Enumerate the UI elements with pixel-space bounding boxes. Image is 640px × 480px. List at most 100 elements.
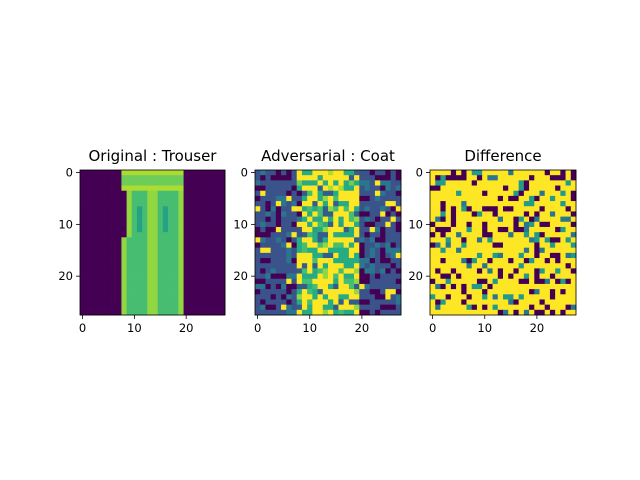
heatmap-cell — [168, 278, 174, 285]
heatmap-cell — [364, 190, 371, 197]
heatmap-cell — [492, 211, 499, 217]
heatmap-cell — [219, 247, 226, 254]
heatmap-cell — [260, 180, 266, 186]
heatmap-cell — [534, 180, 540, 186]
heatmap-cell — [291, 180, 298, 186]
heatmap-cell — [281, 170, 287, 176]
heatmap-cell — [199, 201, 205, 207]
heatmap-cell — [301, 294, 308, 300]
heatmap-cell — [85, 268, 91, 274]
heatmap-cell — [513, 258, 519, 264]
heatmap-cell — [301, 232, 308, 238]
heatmap-cell — [333, 221, 339, 228]
heatmap-cell — [152, 283, 159, 290]
heatmap-cell — [445, 273, 452, 280]
heatmap-cell — [260, 283, 266, 290]
heatmap-cell — [147, 201, 153, 207]
heatmap-cell — [95, 221, 102, 228]
heatmap-cell — [95, 273, 102, 280]
heatmap-cell — [121, 237, 127, 243]
heatmap-cell — [487, 242, 493, 249]
heatmap-cell — [291, 304, 298, 311]
heatmap-cell — [544, 309, 551, 316]
heatmap-cell — [549, 242, 556, 249]
heatmap-cell — [328, 273, 334, 280]
heatmap-cell — [111, 237, 117, 243]
heatmap-cell — [275, 195, 282, 202]
heatmap-cell — [369, 278, 376, 285]
heatmap-cell — [80, 242, 86, 249]
heatmap-cell — [80, 226, 86, 233]
heatmap-cell — [307, 216, 313, 223]
heatmap-cell — [555, 185, 561, 192]
heatmap-cell — [80, 252, 86, 259]
heatmap-cell — [173, 294, 179, 300]
heatmap-cell — [364, 180, 371, 186]
heatmap-cell — [116, 304, 122, 311]
heatmap-cell — [275, 268, 282, 274]
heatmap-cell — [466, 252, 473, 259]
heatmap-cell — [147, 299, 153, 305]
heatmap-cell — [199, 216, 205, 223]
heatmap-cell — [503, 201, 509, 207]
heatmap-cell — [188, 289, 195, 295]
heatmap-cell — [544, 175, 551, 181]
heatmap-cell — [111, 185, 117, 192]
heatmap-cell — [456, 226, 462, 233]
heatmap-cell — [395, 201, 402, 207]
heatmap-cell — [492, 247, 499, 254]
heatmap-cell — [364, 304, 371, 311]
heatmap-cell — [157, 309, 164, 316]
heatmap-cell — [142, 201, 148, 207]
heatmap-cell — [105, 263, 112, 269]
heatmap-cell — [380, 206, 386, 212]
heatmap-cell — [188, 195, 195, 202]
heatmap-cell — [157, 190, 164, 197]
heatmap-cell — [513, 263, 519, 269]
heatmap-cell — [214, 242, 221, 249]
heatmap-cell — [265, 247, 271, 254]
heatmap-cell — [296, 216, 303, 223]
heatmap-cell — [90, 283, 96, 290]
heatmap-cell — [354, 268, 360, 274]
heatmap-cell — [322, 294, 329, 300]
heatmap-cell — [492, 180, 499, 186]
heatmap-cell — [209, 304, 215, 311]
heatmap-cell — [85, 221, 91, 228]
heatmap-cell — [369, 263, 376, 269]
heatmap-cell — [178, 170, 184, 176]
heatmap-cell — [503, 299, 509, 305]
heatmap-cell — [333, 304, 339, 311]
heatmap-cell — [80, 289, 86, 295]
heatmap-cell — [307, 273, 313, 280]
heatmap-cell — [214, 175, 221, 181]
heatmap-cell — [193, 237, 200, 243]
heatmap-cell — [204, 299, 210, 305]
heatmap-cell — [100, 237, 107, 243]
heatmap-cell — [214, 294, 221, 300]
heatmap-cell — [492, 263, 499, 269]
heatmap-cell — [338, 185, 344, 192]
heatmap-cell — [199, 221, 205, 228]
heatmap-cell — [534, 258, 540, 264]
heatmap-cell — [204, 258, 210, 264]
heatmap-cell — [255, 201, 261, 207]
heatmap-cell — [549, 273, 556, 280]
heatmap-cell — [219, 185, 226, 192]
heatmap-cell — [513, 242, 519, 249]
heatmap-cell — [380, 258, 386, 264]
heatmap-cell — [539, 190, 546, 197]
heatmap-cell — [476, 247, 483, 254]
heatmap-cell — [281, 206, 287, 212]
heatmap-cell — [503, 247, 509, 254]
heatmap-cell — [385, 252, 391, 259]
heatmap-cell — [466, 175, 473, 181]
heatmap-cell — [121, 175, 127, 181]
heatmap-cell — [275, 258, 282, 264]
heatmap-cell — [380, 263, 386, 269]
heatmap-cell — [265, 283, 271, 290]
heatmap-cell — [471, 232, 478, 238]
heatmap-cell — [188, 180, 195, 186]
heatmap-cell — [270, 175, 277, 181]
heatmap-cell — [147, 237, 153, 243]
